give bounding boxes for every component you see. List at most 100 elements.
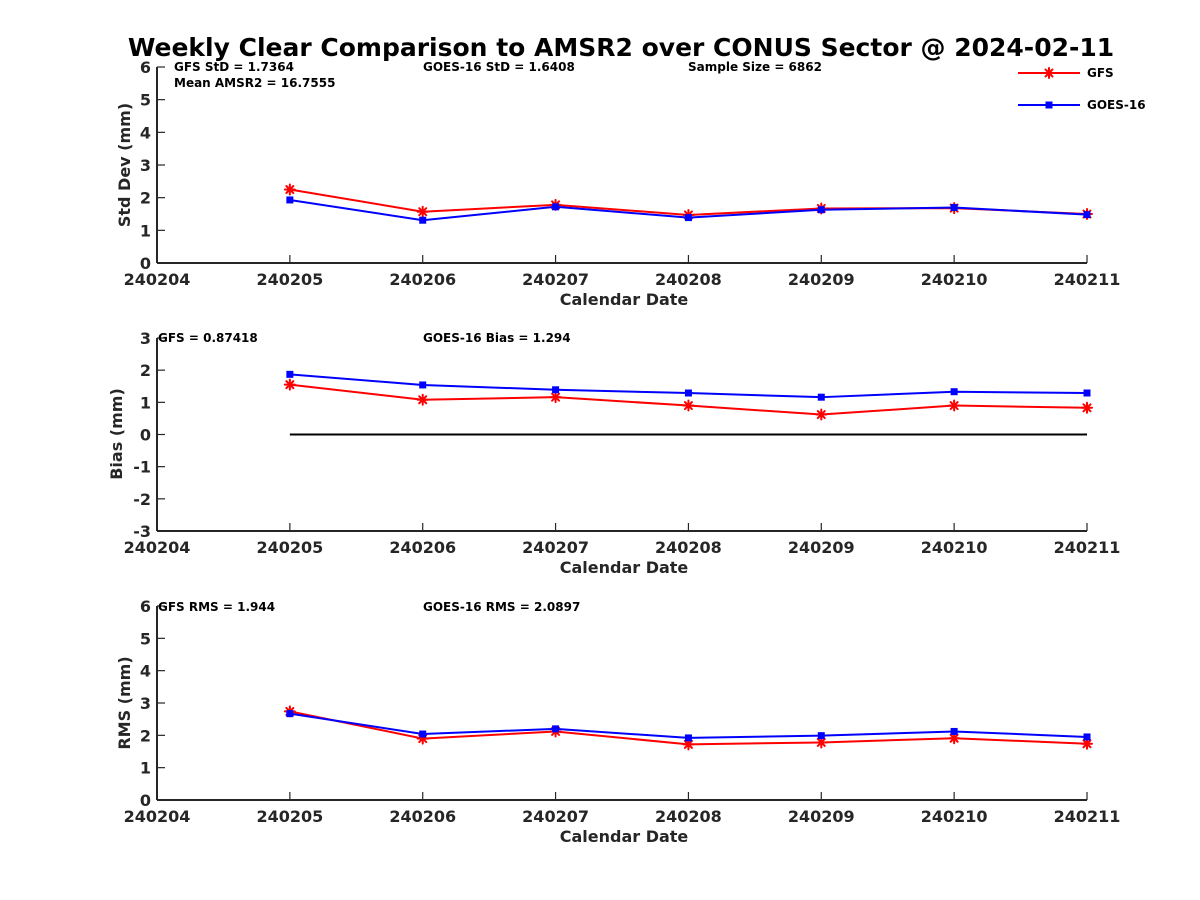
y-tick-label: 6: [140, 58, 151, 77]
data-point: [283, 183, 296, 196]
chart-panel-1: 0 1 2 3 4 5 6 240204 240205 240206 240207 240208 240…: [115, 58, 1120, 309]
x-tick-label: 240205: [256, 270, 323, 289]
x-tick-label: 240209: [788, 538, 855, 557]
x-tick-label: 240204: [124, 538, 191, 557]
data-point: [684, 389, 692, 397]
data-point: [684, 214, 692, 222]
y-tick-label: 6: [140, 597, 151, 616]
data-point: [419, 730, 427, 738]
stat-annotation: GOES-16 RMS = 2.0897: [423, 600, 580, 614]
x-tick-label: 240204: [124, 270, 191, 289]
data-point: [817, 206, 825, 214]
y-tick-label: 0: [140, 254, 151, 273]
y-tick-label: 2: [140, 189, 151, 208]
y-axis-label: Std Dev (mm): [115, 103, 134, 227]
y-tick-label: 2: [140, 361, 151, 380]
data-point: [552, 386, 560, 394]
x-tick-label: 240208: [655, 270, 722, 289]
legend-entry: GFS: [1018, 66, 1114, 80]
x-tick-label: 240206: [389, 270, 456, 289]
series-gfs: [283, 378, 1093, 421]
stat-annotation: GOES-16 StD = 1.6408: [423, 60, 575, 74]
x-tick-label: 240208: [655, 538, 722, 557]
data-point: [416, 205, 429, 218]
y-tick-label: 0: [140, 791, 151, 810]
stat-annotation: GFS = 0.87418: [158, 331, 258, 345]
data-point: [552, 203, 560, 211]
y-tick-label: 0: [140, 426, 151, 445]
y-tick-label: 4: [140, 123, 151, 142]
y-tick-label: -1: [133, 458, 151, 477]
y-tick-label: 3: [140, 694, 151, 713]
series-goes-16: [286, 710, 1091, 742]
legend-label: GFS: [1087, 66, 1114, 80]
data-point: [948, 732, 961, 745]
x-tick-label: 240207: [522, 538, 589, 557]
x-tick-label: 240210: [921, 538, 988, 557]
y-tick-label: 1: [140, 759, 151, 778]
chart-panel-3: 0 1 2 3 4 5 6 240204 240205 240206 240207 240208 240…: [115, 597, 1120, 846]
stat-annotation: Sample Size = 6862: [688, 60, 822, 74]
x-tick-label: 240210: [921, 807, 988, 826]
data-point: [286, 370, 294, 378]
x-axis-label: Calendar Date: [560, 827, 689, 846]
data-point: [552, 725, 560, 733]
x-tick-label: 240205: [256, 538, 323, 557]
y-tick-label: -2: [133, 490, 151, 509]
data-point: [950, 388, 958, 396]
x-tick-label: 240206: [389, 807, 456, 826]
data-point: [286, 196, 294, 204]
x-tick-label: 240211: [1054, 270, 1121, 289]
y-axis-label: RMS (mm): [115, 656, 134, 749]
x-tick-label: 240208: [655, 807, 722, 826]
data-point: [684, 734, 692, 742]
data-point: [419, 216, 427, 224]
series-goes-16: [286, 196, 1091, 224]
data-point: [416, 393, 429, 406]
data-point: [1083, 211, 1091, 219]
chart-panel-2: -3 -2 -1 0 1 2 3 240204 240205 240206 240207 240208…: [107, 329, 1120, 577]
y-tick-label: 3: [140, 156, 151, 175]
data-point: [817, 393, 825, 401]
y-axis-label: Bias (mm): [107, 388, 126, 480]
x-tick-label: 240206: [389, 538, 456, 557]
x-axis-label: Calendar Date: [560, 290, 689, 309]
legend-marker: [1043, 67, 1055, 79]
y-tick-label: -3: [133, 522, 151, 541]
stat-annotation: GOES-16 Bias = 1.294: [423, 331, 571, 345]
data-point: [1083, 389, 1091, 397]
y-tick-label: 5: [140, 91, 151, 110]
data-point: [549, 391, 562, 404]
series-line: [289, 712, 1088, 739]
series-gfs: [283, 705, 1093, 751]
data-point: [283, 378, 296, 391]
stat-annotation: Mean AMSR2 = 16.7555: [174, 76, 335, 90]
data-point: [682, 399, 695, 412]
y-tick-label: 4: [140, 662, 151, 681]
data-point: [817, 732, 825, 740]
legend-marker: [1045, 101, 1053, 109]
data-point: [1081, 401, 1093, 414]
x-tick-label: 240210: [921, 270, 988, 289]
x-tick-label: 240209: [788, 807, 855, 826]
x-tick-label: 240205: [256, 807, 323, 826]
data-point: [948, 399, 961, 412]
data-point: [419, 381, 427, 389]
y-tick-label: 3: [140, 329, 151, 348]
stat-annotation: GFS StD = 1.7364: [174, 60, 294, 74]
legend: GFS GOES-16: [1018, 66, 1146, 112]
data-point: [950, 727, 958, 735]
x-tick-label: 240207: [522, 270, 589, 289]
y-tick-label: 1: [140, 221, 151, 240]
data-point: [1083, 733, 1091, 741]
data-point: [286, 710, 294, 718]
x-tick-label: 240209: [788, 270, 855, 289]
y-tick-label: 5: [140, 629, 151, 648]
legend-label: GOES-16: [1087, 98, 1146, 112]
stat-annotation: GFS RMS = 1.944: [158, 600, 275, 614]
data-point: [950, 203, 958, 211]
figure-title: Weekly Clear Comparison to AMSR2 over CO…: [128, 33, 1114, 62]
y-tick-label: 2: [140, 726, 151, 745]
